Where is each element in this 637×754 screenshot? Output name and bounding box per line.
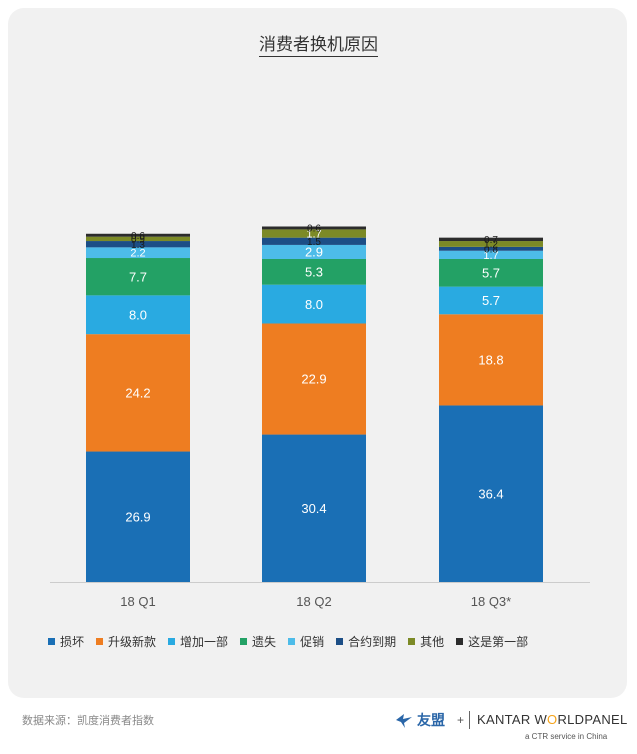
- kantar-text-2: RLDPANEL: [557, 712, 628, 727]
- legend-label-2: 升级新款: [108, 635, 157, 649]
- bar-segment-3-1: [86, 295, 190, 335]
- legend-swatch-2: [96, 638, 104, 645]
- legend-swatch-1: [48, 638, 55, 645]
- data-label-6-1: 1.3: [131, 240, 145, 251]
- bar-segment-6-3: [439, 246, 543, 251]
- bar-segment-8-1: [86, 233, 190, 237]
- data-label-2-1: 24.2: [125, 386, 150, 401]
- bar-segment-1-1: [86, 451, 190, 582]
- kantar-subtitle: a CTR service in China: [525, 732, 608, 741]
- bar-segment-4-3: [439, 258, 543, 287]
- bar-segment-1-3: [439, 405, 543, 582]
- bar-segment-3-2: [262, 284, 366, 324]
- stacked-bar-chart: 26.924.28.07.72.21.30.90.618 Q130.422.98…: [50, 224, 590, 609]
- bar-segment-6-1: [86, 241, 190, 248]
- legend-item-8: 这是第一部: [456, 633, 528, 650]
- bird-icon: [396, 714, 412, 728]
- data-label-8-3: 0.7: [484, 235, 498, 246]
- data-label-7-3: 1.2: [484, 240, 498, 251]
- source-note: 数据来源：凯度消费者指数: [22, 714, 154, 727]
- bar-segment-7-1: [86, 236, 190, 242]
- legend-item-1: 损坏: [48, 633, 84, 650]
- legend-swatch-8: [456, 638, 464, 645]
- data-label-6-3: 0.8: [484, 244, 498, 255]
- data-label-8-1: 0.6: [131, 231, 145, 242]
- kantar-text-accent: O: [547, 712, 558, 727]
- bar-segment-2-3: [439, 314, 543, 406]
- bar-segment-1-2: [262, 434, 366, 582]
- legend-swatch-7: [408, 638, 416, 645]
- data-label-1-1: 26.9: [125, 509, 150, 524]
- data-label-7-2: 1.7: [306, 228, 321, 240]
- data-label-4-2: 5.3: [305, 265, 323, 280]
- legend-swatch-5: [288, 638, 296, 645]
- data-label-5-2: 2.9: [305, 245, 323, 260]
- bar-segment-3-3: [439, 286, 543, 315]
- data-label-3-2: 8.0: [305, 297, 323, 312]
- legend-label-5: 促销: [300, 635, 325, 649]
- bar-segment-4-2: [262, 258, 366, 285]
- legend-item-6: 合约到期: [336, 633, 396, 650]
- data-label-1-3: 36.4: [478, 486, 503, 501]
- data-label-5-1: 2.2: [130, 248, 145, 260]
- youmeng-logo: 友盟: [395, 710, 445, 730]
- legend-label-4: 遗失: [252, 635, 277, 649]
- legend-label-3: 增加一部: [180, 635, 229, 649]
- bar-segment-6-2: [262, 237, 366, 245]
- data-label-3-3: 5.7: [482, 293, 500, 308]
- data-label-4-3: 5.7: [482, 265, 500, 280]
- data-label-2-3: 18.8: [478, 353, 503, 368]
- legend-item-5: 促销: [288, 633, 324, 650]
- legend-label-6: 合约到期: [348, 635, 397, 649]
- bar-segment-8-2: [262, 226, 366, 230]
- legend-swatch-4: [240, 638, 248, 645]
- data-label-5-3: 1.7: [483, 250, 498, 262]
- legend-item-2: 升级新款: [96, 633, 156, 650]
- x-tick-label-3: 18 Q3*: [471, 594, 511, 609]
- logo-divider: [469, 711, 470, 729]
- bar-segment-2-1: [86, 334, 190, 452]
- kantar-text-1: KANTAR W: [477, 712, 548, 727]
- legend-label-1: 损坏: [60, 635, 85, 649]
- data-label-8-2: 0.6: [307, 224, 321, 235]
- logo-area: 友盟 + KANTAR WORLDPANEL a CTR service in …: [395, 708, 627, 748]
- data-label-3-1: 8.0: [129, 307, 147, 322]
- data-label-7-1: 0.9: [131, 234, 145, 245]
- bar-segment-7-3: [439, 241, 543, 247]
- data-label-2-2: 22.9: [301, 372, 326, 387]
- bar-segment-4-1: [86, 258, 190, 296]
- legend-swatch-6: [336, 638, 344, 645]
- youmeng-logo-text: 友盟: [417, 713, 445, 729]
- logo-plus: +: [457, 713, 465, 727]
- data-label-6-2: 1.5: [307, 237, 321, 248]
- chart-title-text: 消费者换机原因: [259, 35, 378, 57]
- bar-segment-5-2: [262, 244, 366, 259]
- data-label-1-2: 30.4: [301, 501, 326, 516]
- x-tick-label-1: 18 Q1: [120, 594, 155, 609]
- x-tick-label-2: 18 Q2: [296, 594, 331, 609]
- legend-label-7: 其他: [420, 635, 445, 649]
- legend-label-8: 这是第一部: [468, 635, 529, 649]
- legend-item-7: 其他: [408, 633, 444, 650]
- chart-title: 消费者换机原因: [0, 30, 637, 57]
- bar-segment-8-3: [439, 237, 543, 242]
- bar-segment-2-2: [262, 323, 366, 435]
- bar-segment-5-1: [86, 247, 190, 259]
- kantar-logo: KANTAR WORLDPANEL: [477, 712, 628, 727]
- bar-segment-5-3: [439, 250, 543, 259]
- legend: 损坏 升级新款 增加一部 遗失 促销 合约到期 其他 这是第一部: [48, 633, 608, 650]
- legend-swatch-3: [168, 638, 176, 645]
- legend-item-4: 遗失: [240, 633, 276, 650]
- data-label-4-1: 7.7: [129, 269, 147, 284]
- legend-item-3: 增加一部: [168, 633, 228, 650]
- bar-segment-7-2: [262, 229, 366, 238]
